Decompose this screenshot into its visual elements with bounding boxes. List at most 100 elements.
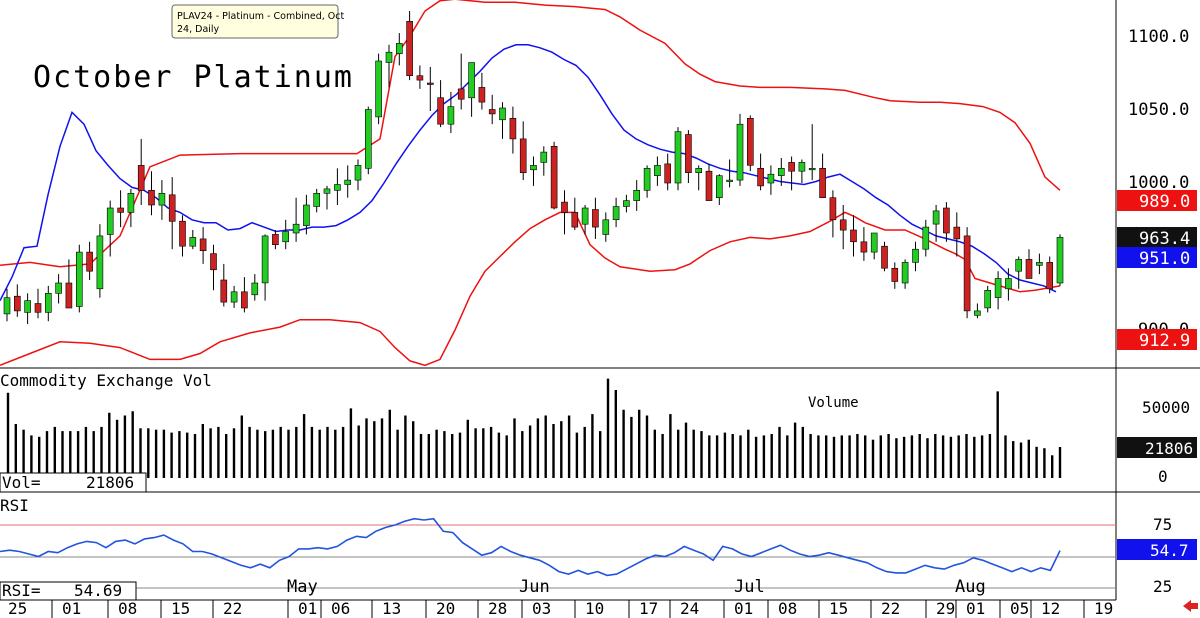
- price-tick-1050: 1050.0: [1128, 100, 1189, 120]
- candle-body: [829, 197, 837, 221]
- candle-body: [1046, 262, 1053, 290]
- candle: [261, 234, 269, 301]
- candle-body: [850, 229, 857, 243]
- volume-tick-50000: 50000: [1142, 398, 1190, 417]
- candle: [406, 11, 413, 81]
- candle-body: [798, 162, 806, 172]
- candle: [850, 215, 857, 257]
- candle: [96, 224, 104, 298]
- candle-body: [685, 134, 692, 174]
- rsi-readout: RSI= 54.69: [0, 581, 137, 601]
- candle: [437, 80, 444, 128]
- month-label-jun: Jun: [519, 577, 550, 597]
- left-arrow-icon[interactable]: [1183, 600, 1198, 612]
- candle: [364, 106, 372, 175]
- lower-bollinger-band: [0, 211, 1061, 367]
- candle: [168, 177, 176, 250]
- volume-panel-label: Commodity Exchange Vol: [0, 371, 212, 390]
- candle: [870, 232, 878, 260]
- candle-body: [168, 194, 176, 222]
- candle-body: [406, 20, 413, 77]
- candle: [179, 215, 186, 257]
- candle: [106, 200, 114, 257]
- candle-body: [313, 193, 321, 207]
- candle-body: [385, 51, 393, 63]
- candle-body: [117, 207, 124, 213]
- candle-body: [230, 291, 238, 303]
- candle-body: [984, 289, 992, 309]
- candle: [65, 259, 73, 309]
- candle-body: [24, 300, 31, 313]
- price-y-axis: 1100.0 1050.0 1000.0 900.0: [1128, 27, 1189, 340]
- last-price-badge: [1117, 227, 1197, 248]
- candle: [148, 171, 155, 216]
- candle-body: [1056, 237, 1064, 284]
- candle: [1046, 256, 1053, 294]
- candle: [158, 180, 166, 220]
- candle-body: [561, 201, 568, 213]
- candle: [571, 197, 579, 230]
- price-panel: [0, 0, 1064, 367]
- candle-body: [746, 118, 754, 166]
- candle: [757, 153, 764, 191]
- date-label: 25: [8, 599, 27, 618]
- candle-body: [891, 267, 899, 282]
- candle-body: [860, 241, 868, 253]
- candle-body: [323, 188, 331, 194]
- date-label: 20: [436, 599, 455, 618]
- candle-body: [788, 162, 795, 172]
- candle-body: [974, 310, 981, 316]
- panel-frames: [0, 0, 1200, 601]
- candle: [44, 285, 52, 322]
- candle-body: [881, 245, 888, 269]
- candle: [24, 293, 31, 325]
- candle-body: [478, 87, 486, 103]
- candle-body: [664, 163, 672, 184]
- candle: [633, 180, 641, 211]
- volume-readout-label: Vol=: [2, 473, 41, 492]
- candle-body: [623, 200, 630, 207]
- moving-average-badge: [1117, 247, 1197, 268]
- candle-body: [426, 82, 434, 85]
- candle: [581, 205, 589, 235]
- date-label: 08: [118, 599, 137, 618]
- candle: [127, 188, 135, 228]
- candle: [932, 205, 940, 242]
- volume-readout-value: 21806: [86, 473, 134, 492]
- date-label: 01: [734, 599, 753, 618]
- candle: [395, 33, 403, 66]
- candle-body: [953, 226, 961, 240]
- candle: [685, 130, 692, 183]
- candle: [623, 194, 630, 213]
- candle-body: [705, 170, 713, 201]
- candle: [303, 194, 310, 235]
- candle: [86, 241, 93, 280]
- candle: [251, 274, 259, 301]
- rsi-reference-lines: [0, 524, 1116, 589]
- candle: [984, 285, 992, 313]
- candle-body: [303, 204, 310, 226]
- candle: [519, 121, 527, 181]
- candle-body: [292, 223, 300, 234]
- candle: [1015, 256, 1023, 289]
- candle: [695, 165, 703, 191]
- tooltip: PLAV24 - Platinum - Combined, Oct 24, Da…: [171, 4, 345, 39]
- month-label-jul: Jul: [734, 577, 765, 597]
- candle-body: [55, 282, 62, 294]
- candle-body: [76, 251, 83, 307]
- candle-body: [602, 219, 610, 235]
- candle-body: [943, 207, 950, 234]
- date-label: 13: [382, 599, 401, 618]
- candle-body: [488, 109, 496, 115]
- candle: [746, 115, 754, 172]
- date-label: 29: [936, 599, 955, 618]
- candle: [447, 91, 455, 133]
- candle-body: [519, 138, 527, 173]
- candle-body: [633, 190, 641, 201]
- candle: [220, 263, 228, 307]
- candle-body: [437, 97, 444, 125]
- candle-body: [148, 190, 155, 206]
- candle-body: [695, 168, 703, 174]
- candle-body: [106, 207, 114, 235]
- candle: [488, 94, 496, 125]
